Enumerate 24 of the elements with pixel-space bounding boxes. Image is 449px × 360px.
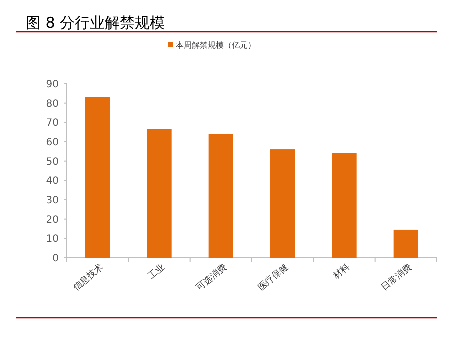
bar bbox=[147, 129, 172, 258]
bar bbox=[86, 97, 110, 258]
chart-title: 图 8 分行业解禁规模 bbox=[26, 14, 166, 32]
x-tick-label: 信息技术 bbox=[71, 262, 106, 294]
y-tick-label: 90 bbox=[46, 80, 59, 90]
bar bbox=[394, 230, 418, 258]
y-tick-label: 40 bbox=[46, 176, 59, 188]
y-tick-label: 70 bbox=[46, 118, 59, 130]
y-tick-label: 50 bbox=[46, 156, 59, 168]
bar bbox=[332, 153, 357, 258]
bar bbox=[208, 134, 234, 258]
y-tick-label: 60 bbox=[46, 138, 59, 148]
x-tick-label: 日常消费 bbox=[379, 262, 414, 294]
x-tick-label: 工业 bbox=[146, 262, 168, 282]
y-tick-label: 80 bbox=[46, 98, 59, 110]
y-tick-label: 0 bbox=[52, 254, 59, 264]
x-tick-label: 医疗保健 bbox=[256, 262, 291, 294]
x-tick-label: 材料 bbox=[330, 262, 352, 283]
y-tick-label: 30 bbox=[46, 196, 59, 206]
legend-label: 本周解禁规模（亿元） bbox=[176, 41, 256, 50]
y-tick-label: 10 bbox=[46, 234, 59, 246]
x-tick-label: 可选消费 bbox=[194, 262, 230, 294]
y-tick-label: 20 bbox=[46, 214, 59, 226]
bar bbox=[270, 150, 296, 258]
